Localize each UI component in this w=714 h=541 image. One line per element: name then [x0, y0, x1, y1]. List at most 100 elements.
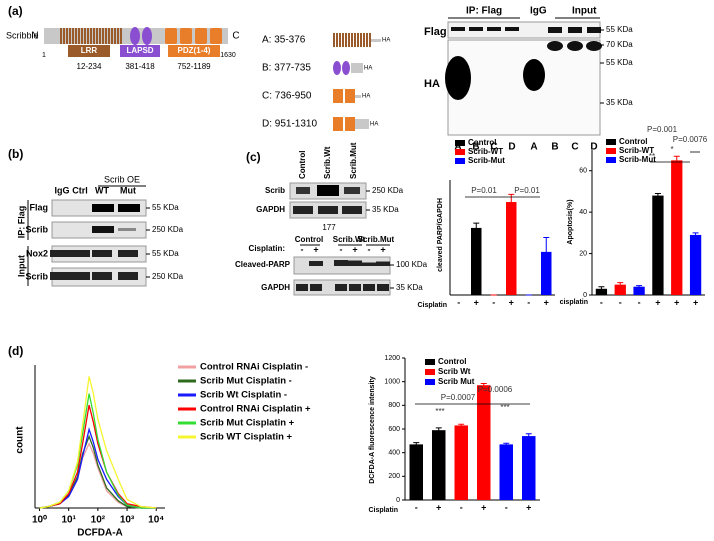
x-tick-label: +: [674, 297, 679, 307]
sign: -: [340, 244, 343, 254]
lrr-stripe: [105, 28, 107, 44]
bar: [506, 202, 517, 295]
lrr-stripe: [84, 28, 86, 44]
sign: -: [301, 244, 304, 254]
annotation: P=0.01: [471, 186, 497, 195]
lrr-stripe: [66, 28, 68, 44]
band: [318, 206, 338, 214]
legend-label: Scrib-WT: [468, 147, 503, 156]
legend-label: Control RNAi Cisplatin -: [200, 362, 308, 373]
legend-label: Scrib-Mut: [468, 156, 505, 165]
band: [309, 261, 323, 266]
label: Nox2: [26, 248, 48, 258]
lrr-stripe: [111, 28, 113, 44]
label: 55 KDa: [606, 58, 633, 67]
band: [50, 250, 70, 257]
panel-label: (a): [8, 4, 23, 18]
band: [310, 284, 322, 291]
label: N: [31, 31, 38, 42]
band: [586, 41, 602, 51]
domain-range: 12-234: [77, 62, 102, 71]
band: [567, 41, 583, 51]
band: [376, 261, 390, 266]
label: 177: [322, 223, 336, 232]
error-bar: [598, 286, 605, 292]
pdz: [345, 89, 355, 103]
label: Input: [16, 255, 26, 277]
x-axis-label: Cisplatin: [368, 507, 398, 514]
x-tick-label: -: [619, 297, 622, 307]
legend-swatch: [455, 149, 465, 155]
bar: [652, 195, 664, 295]
lrr-stripe: [108, 28, 110, 44]
label: Scrib.Wt: [323, 146, 332, 179]
domain-name: PDZ(1-4): [178, 46, 211, 55]
y-tick-label: 0: [396, 497, 400, 504]
blot: [447, 39, 601, 136]
legend-label: Control: [468, 138, 496, 147]
x-tick-label: -: [457, 297, 460, 307]
label: 55 KDa: [152, 249, 179, 258]
label: Scrib.Mut: [349, 142, 358, 179]
lane-label: B: [472, 142, 479, 153]
y-tick-label: 600: [388, 426, 400, 433]
x-tick-label: 10⁴: [148, 515, 164, 526]
tag: HA: [362, 94, 370, 100]
label: GAPDH: [256, 205, 285, 214]
pdz: [180, 28, 192, 44]
error-bar: [692, 232, 699, 238]
error-bar: [654, 193, 661, 199]
linker: [371, 39, 381, 42]
legend-label: Scrib Wt Cisplatin -: [200, 390, 287, 401]
band: [487, 27, 501, 31]
band: [505, 27, 519, 31]
legend-swatch: [455, 140, 465, 146]
x-tick-label: 10³: [120, 515, 135, 526]
sign: -: [368, 244, 371, 254]
legend-label: Control: [619, 137, 647, 146]
lrr-stripe: [345, 33, 347, 47]
band: [334, 260, 348, 266]
x-tick-label: 10⁰: [32, 515, 47, 526]
band: [523, 59, 545, 91]
lane-label: A: [530, 142, 537, 153]
label: Scrib.Mut: [358, 235, 395, 244]
x-tick-label: +: [693, 297, 698, 307]
x-tick-label: -: [460, 502, 463, 512]
legend-label: Control RNAi Cisplatin +: [200, 404, 311, 415]
panel-label: (b): [8, 147, 23, 161]
label: Scrib: [25, 271, 48, 281]
legend-label: Scrib Mut Cisplatin +: [200, 418, 295, 429]
lrr-stripe: [366, 33, 368, 47]
x-tick-label: +: [526, 502, 531, 512]
y-tick-label: 40: [579, 209, 587, 216]
pdz: [195, 28, 207, 44]
pdz: [165, 28, 177, 44]
lrr-stripe: [93, 28, 95, 44]
band: [342, 206, 362, 214]
band: [548, 27, 562, 33]
label: 100 KDa: [396, 260, 428, 269]
label: Scrib OE: [104, 174, 140, 184]
error-bar: [480, 382, 487, 388]
y-tick-label: 60: [579, 168, 587, 175]
lane-label: B: [551, 142, 558, 153]
label: 55 KDa: [152, 203, 179, 212]
lrr-stripe: [63, 28, 65, 44]
legend-swatch: [455, 158, 465, 164]
band: [293, 206, 313, 214]
x-tick-label: +: [509, 297, 514, 307]
bar: [689, 234, 702, 295]
bar: [432, 430, 446, 500]
x-tick-label: 10¹: [61, 515, 76, 526]
lrr-stripe: [369, 33, 371, 47]
label: HA: [424, 78, 440, 90]
y-tick-label: 200: [388, 473, 400, 480]
lrr-stripe: [69, 28, 71, 44]
legend-swatch: [425, 379, 435, 385]
band: [118, 228, 136, 231]
annotation: P=0.0007: [441, 393, 476, 402]
label: 1: [42, 52, 46, 59]
lrr-stripe: [360, 33, 362, 47]
tag: HA: [364, 66, 372, 72]
